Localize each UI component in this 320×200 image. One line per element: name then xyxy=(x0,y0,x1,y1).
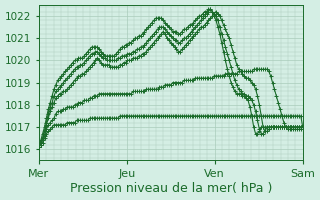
X-axis label: Pression niveau de la mer( hPa ): Pression niveau de la mer( hPa ) xyxy=(70,182,272,195)
